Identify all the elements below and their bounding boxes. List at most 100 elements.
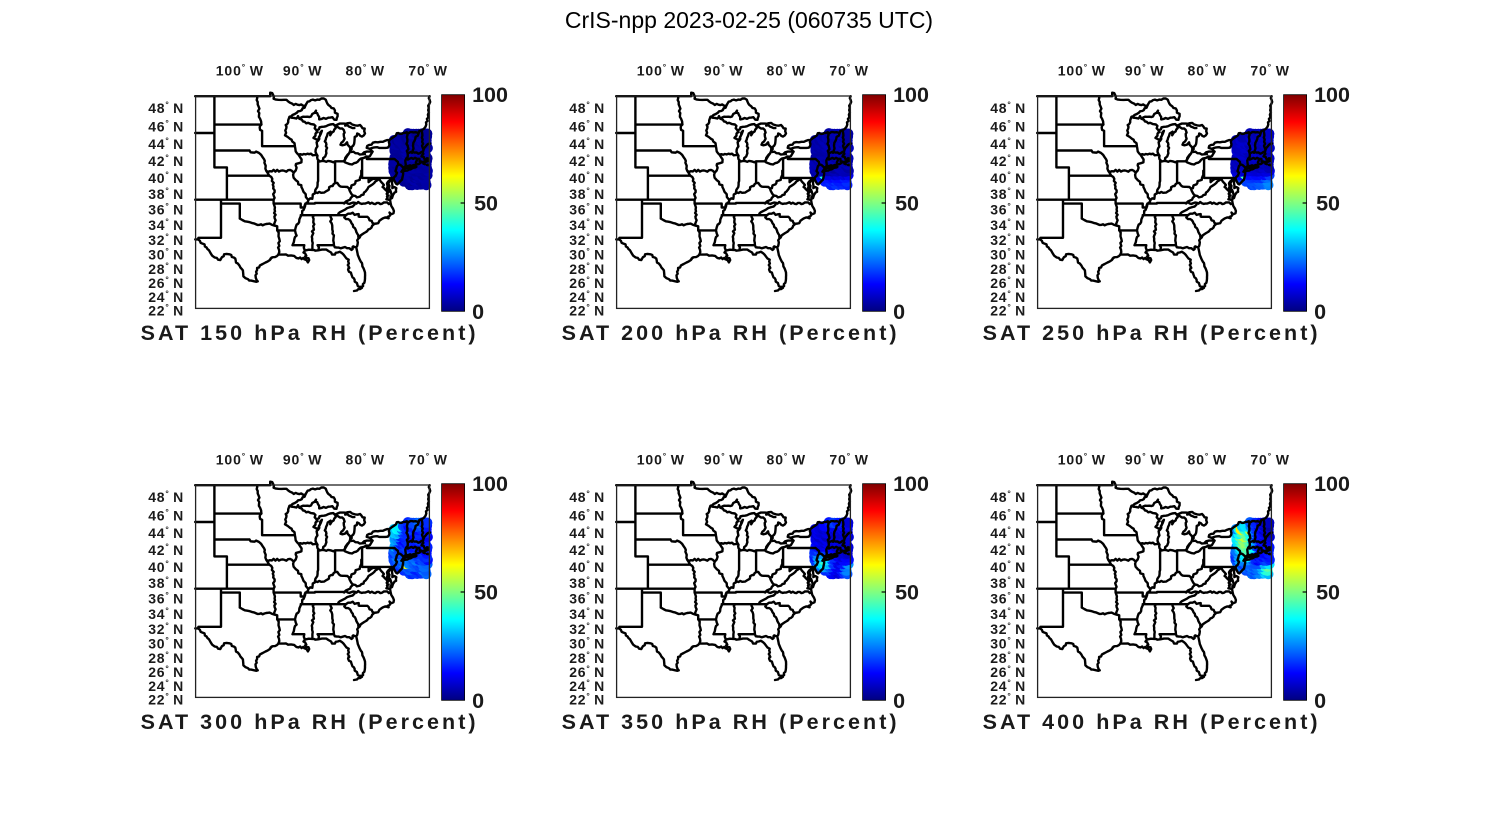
svg-text:46° N: 46° N: [148, 118, 184, 135]
svg-text:26° N: 26° N: [148, 664, 184, 681]
svg-text:46° N: 46° N: [569, 507, 605, 524]
svg-text:70° W: 70° W: [829, 62, 869, 79]
svg-text:34° N: 34° N: [990, 606, 1026, 623]
svg-text:34° N: 34° N: [148, 606, 184, 623]
svg-text:22° N: 22° N: [569, 302, 605, 319]
svg-text:50: 50: [474, 581, 498, 605]
svg-text:70° W: 70° W: [1250, 451, 1290, 468]
svg-text:48° N: 48° N: [569, 488, 605, 505]
svg-text:38° N: 38° N: [569, 575, 605, 592]
svg-text:44° N: 44° N: [990, 136, 1026, 153]
svg-text:38° N: 38° N: [990, 575, 1026, 592]
svg-text:30° N: 30° N: [990, 635, 1026, 652]
svg-text:26° N: 26° N: [148, 275, 184, 292]
svg-text:30° N: 30° N: [148, 246, 184, 263]
svg-text:42° N: 42° N: [569, 153, 605, 170]
svg-text:0: 0: [1314, 689, 1326, 713]
svg-text:22° N: 22° N: [990, 691, 1026, 708]
svg-text:40° N: 40° N: [990, 169, 1026, 186]
svg-text:28° N: 28° N: [148, 650, 184, 667]
svg-text:22° N: 22° N: [990, 302, 1026, 319]
svg-text:32° N: 32° N: [990, 232, 1026, 249]
svg-text:SAT 150 hPa RH (Percent): SAT 150 hPa RH (Percent): [141, 321, 479, 345]
svg-text:100: 100: [1314, 83, 1350, 107]
svg-text:50: 50: [895, 581, 919, 605]
svg-text:30° N: 30° N: [569, 635, 605, 652]
svg-text:48° N: 48° N: [148, 99, 184, 116]
svg-text:28° N: 28° N: [990, 261, 1026, 278]
svg-text:0: 0: [472, 300, 484, 324]
svg-text:100: 100: [472, 472, 508, 496]
svg-text:32° N: 32° N: [569, 621, 605, 638]
svg-text:36° N: 36° N: [148, 201, 184, 218]
svg-text:46° N: 46° N: [569, 118, 605, 135]
svg-text:24° N: 24° N: [148, 289, 184, 306]
svg-text:90° W: 90° W: [1125, 62, 1165, 79]
svg-text:70° W: 70° W: [408, 62, 448, 79]
svg-text:34° N: 34° N: [990, 217, 1026, 234]
svg-text:90° W: 90° W: [283, 451, 323, 468]
svg-text:28° N: 28° N: [148, 261, 184, 278]
svg-text:28° N: 28° N: [569, 261, 605, 278]
svg-text:46° N: 46° N: [990, 507, 1026, 524]
svg-text:34° N: 34° N: [569, 606, 605, 623]
svg-text:50: 50: [474, 192, 498, 216]
svg-text:26° N: 26° N: [569, 664, 605, 681]
svg-text:100° W: 100° W: [1058, 62, 1106, 79]
svg-text:26° N: 26° N: [990, 664, 1026, 681]
svg-text:CrIS-npp 2023-02-25 (060735 UT: CrIS-npp 2023-02-25 (060735 UTC): [565, 7, 933, 33]
svg-text:44° N: 44° N: [148, 525, 184, 542]
svg-text:42° N: 42° N: [990, 153, 1026, 170]
svg-text:0: 0: [893, 300, 905, 324]
svg-text:42° N: 42° N: [569, 542, 605, 559]
svg-text:38° N: 38° N: [148, 575, 184, 592]
svg-text:100° W: 100° W: [1058, 451, 1106, 468]
svg-text:100: 100: [1314, 472, 1350, 496]
svg-text:SAT 250 hPa RH (Percent): SAT 250 hPa RH (Percent): [983, 321, 1321, 345]
svg-text:36° N: 36° N: [569, 590, 605, 607]
svg-text:90° W: 90° W: [1125, 451, 1165, 468]
svg-text:40° N: 40° N: [569, 558, 605, 575]
svg-text:80° W: 80° W: [1188, 451, 1228, 468]
svg-text:0: 0: [893, 689, 905, 713]
svg-text:50: 50: [895, 192, 919, 216]
svg-text:26° N: 26° N: [990, 275, 1026, 292]
svg-text:32° N: 32° N: [148, 232, 184, 249]
svg-text:90° W: 90° W: [704, 62, 744, 79]
svg-text:40° N: 40° N: [148, 558, 184, 575]
svg-text:36° N: 36° N: [990, 201, 1026, 218]
svg-text:40° N: 40° N: [990, 558, 1026, 575]
svg-text:0: 0: [1314, 300, 1326, 324]
svg-text:48° N: 48° N: [990, 99, 1026, 116]
svg-text:50: 50: [1316, 581, 1340, 605]
svg-text:80° W: 80° W: [767, 451, 807, 468]
svg-text:90° W: 90° W: [283, 62, 323, 79]
svg-text:100° W: 100° W: [637, 62, 685, 79]
svg-text:70° W: 70° W: [408, 451, 448, 468]
svg-text:42° N: 42° N: [148, 542, 184, 559]
svg-text:36° N: 36° N: [990, 590, 1026, 607]
svg-text:48° N: 48° N: [990, 488, 1026, 505]
svg-text:70° W: 70° W: [829, 451, 869, 468]
svg-text:28° N: 28° N: [990, 650, 1026, 667]
svg-text:90° W: 90° W: [704, 451, 744, 468]
svg-text:SAT 200 hPa RH (Percent): SAT 200 hPa RH (Percent): [562, 321, 900, 345]
svg-text:38° N: 38° N: [148, 186, 184, 203]
svg-text:32° N: 32° N: [569, 232, 605, 249]
svg-text:40° N: 40° N: [569, 169, 605, 186]
svg-text:22° N: 22° N: [569, 691, 605, 708]
svg-text:100° W: 100° W: [637, 451, 685, 468]
svg-text:34° N: 34° N: [569, 217, 605, 234]
svg-text:100: 100: [893, 472, 929, 496]
svg-text:24° N: 24° N: [990, 678, 1026, 695]
svg-text:46° N: 46° N: [148, 507, 184, 524]
svg-text:50: 50: [1316, 192, 1340, 216]
svg-text:28° N: 28° N: [569, 650, 605, 667]
svg-text:SAT 350 hPa RH (Percent): SAT 350 hPa RH (Percent): [562, 710, 900, 734]
svg-text:48° N: 48° N: [148, 488, 184, 505]
svg-text:46° N: 46° N: [990, 118, 1026, 135]
svg-text:38° N: 38° N: [990, 186, 1026, 203]
svg-text:SAT 300 hPa RH (Percent): SAT 300 hPa RH (Percent): [141, 710, 479, 734]
svg-text:24° N: 24° N: [569, 289, 605, 306]
svg-text:44° N: 44° N: [569, 136, 605, 153]
